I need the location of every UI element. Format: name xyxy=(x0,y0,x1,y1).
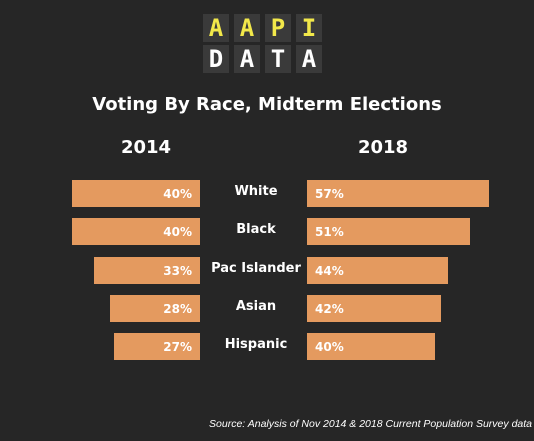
logo-letter-top-3: I xyxy=(296,14,322,42)
data-label-2014-white: 40% xyxy=(163,187,192,201)
logo-letter-bottom-0: D xyxy=(203,45,229,73)
source-note: Source: Analysis of Nov 2014 & 2018 Curr… xyxy=(209,418,532,430)
data-label-2014-asian: 28% xyxy=(163,302,192,316)
category-label-hispanic: Hispanic xyxy=(224,337,288,352)
chart-title: Voting By Race, Midterm Elections xyxy=(92,94,442,115)
bar-2014-black xyxy=(72,218,200,245)
bar-2014-asian xyxy=(110,295,200,322)
category-label-pac-islander: Pac Islander xyxy=(211,261,301,276)
data-label-2018-hispanic: 40% xyxy=(315,340,344,354)
bar-2018-black xyxy=(307,218,470,245)
category-label-asian: Asian xyxy=(235,299,277,314)
series-label-2018: 2018 xyxy=(357,137,409,158)
bar-2014-pac-islander xyxy=(94,257,200,284)
data-label-2018-white: 57% xyxy=(315,187,344,201)
bar-2018-hispanic xyxy=(307,333,435,360)
bar-2018-white xyxy=(307,180,489,207)
bar-2014-white xyxy=(72,180,200,207)
data-label-2014-pac-islander: 33% xyxy=(163,264,192,278)
bar-2018-asian xyxy=(307,295,441,322)
series-label-2014: 2014 xyxy=(120,137,172,158)
bar-2018-pac-islander xyxy=(307,257,448,284)
logo-letter-bottom-2: T xyxy=(265,45,291,73)
logo-letter-top-0: A xyxy=(203,14,229,42)
logo-letter-top-1: A xyxy=(234,14,260,42)
logo-letter-top-2: P xyxy=(265,14,291,42)
logo-letter-bottom-3: A xyxy=(296,45,322,73)
data-label-2014-black: 40% xyxy=(163,225,192,239)
data-label-2014-hispanic: 27% xyxy=(163,340,192,354)
data-label-2018-black: 51% xyxy=(315,225,344,239)
data-label-2018-asian: 42% xyxy=(315,302,344,316)
category-label-white: White xyxy=(234,184,278,199)
logo-letter-bottom-1: A xyxy=(234,45,260,73)
bar-2014-hispanic xyxy=(114,333,200,360)
category-label-black: Black xyxy=(236,222,276,237)
data-label-2018-pac-islander: 44% xyxy=(315,264,344,278)
